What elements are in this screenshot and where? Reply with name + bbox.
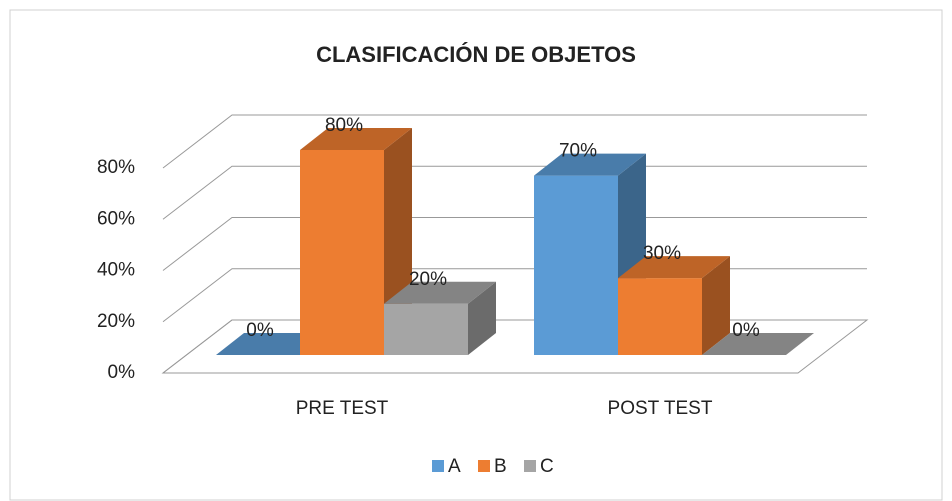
bar	[534, 153, 646, 355]
bar-front	[534, 175, 618, 355]
legend-swatch	[524, 460, 536, 472]
legend-swatch	[478, 460, 490, 472]
grid-line	[162, 217, 867, 271]
chart-frame	[9, 9, 943, 501]
bar-top	[618, 256, 730, 279]
legend-label: C	[540, 456, 554, 477]
bar-top	[534, 153, 646, 176]
y-tick-label: 0%	[108, 362, 136, 383]
bar	[618, 256, 730, 355]
grid-line	[162, 165, 867, 220]
legend-swatch	[432, 460, 444, 472]
bar-front	[300, 150, 384, 355]
data-label: 20%	[409, 269, 447, 290]
data-label: 0%	[732, 320, 760, 341]
y-tick-label: 60%	[97, 208, 135, 229]
data-label: 30%	[643, 243, 681, 264]
bar	[384, 281, 496, 355]
chart-title: CLASIFICACIÓN DE OBJETOS	[316, 42, 636, 67]
x-tick-label: PRE TEST	[296, 398, 389, 419]
y-tick-label: 20%	[97, 311, 135, 332]
bar-front	[384, 303, 468, 355]
legend-label: A	[448, 456, 461, 477]
bar-top	[702, 333, 814, 355]
bar-side	[468, 281, 496, 355]
data-label: 0%	[246, 320, 274, 341]
grid-line	[162, 114, 867, 169]
data-label: 80%	[325, 115, 363, 136]
bar-front	[618, 278, 702, 355]
bar-top	[384, 281, 496, 304]
x-tick-label: POST TEST	[608, 398, 713, 419]
bar	[702, 333, 814, 355]
y-tick-label: 40%	[97, 260, 135, 281]
legend-label: B	[494, 456, 507, 477]
bar-side	[702, 256, 730, 355]
y-tick-label: 80%	[97, 157, 135, 178]
data-label: 70%	[559, 141, 597, 162]
bar-top	[300, 128, 412, 150]
